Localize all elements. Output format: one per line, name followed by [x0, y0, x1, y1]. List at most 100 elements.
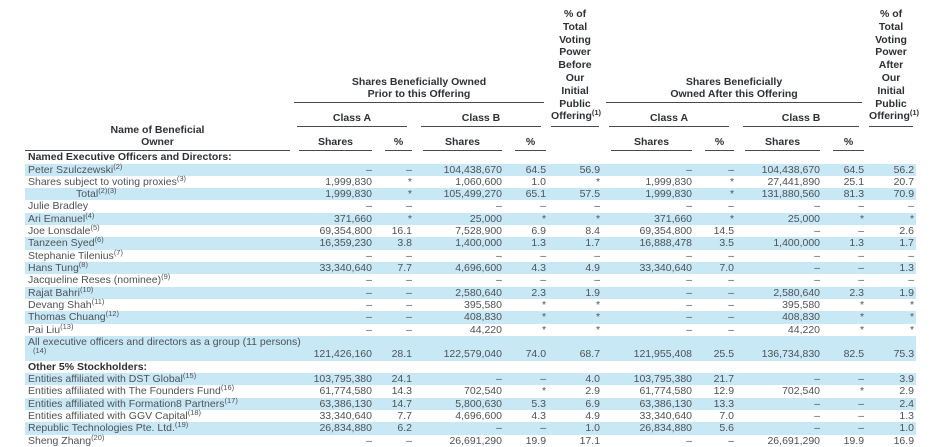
- value-cell: 75.3: [893, 348, 915, 361]
- value-cell: 65.1: [525, 188, 547, 201]
- beneficial-ownership-table: Name of Beneficial Owner Shares Beneficia…: [25, 8, 919, 447]
- value-cell: 21.7: [713, 373, 735, 386]
- value-cell: 69,354,800: [319, 225, 372, 238]
- value-cell: –: [496, 274, 502, 287]
- value-cell: 44,220: [469, 323, 502, 336]
- value-cell: 64.5: [843, 163, 865, 176]
- value-cell: 20.7: [893, 175, 915, 188]
- value-cell: –: [366, 200, 372, 213]
- class-a-label: Class A: [332, 112, 372, 125]
- value-cell: 57.5: [579, 188, 601, 201]
- value-cell: 2.3: [849, 286, 865, 299]
- value-cell: 61,774,580: [639, 385, 693, 398]
- value-cell: 82.5: [843, 348, 865, 361]
- value-cell: –: [366, 311, 372, 324]
- footnote-ref: (3): [176, 173, 187, 183]
- name-of-beneficial-owner-header: Name of Beneficial Owner: [25, 8, 290, 152]
- owner-name: Devang Shah(11): [28, 297, 105, 312]
- footnote-ref: (16): [220, 383, 235, 393]
- footnote-ref: (7): [113, 247, 123, 257]
- value-cell: 16.9: [893, 434, 915, 447]
- header-row-groups: Name of Beneficial Owner Shares Beneficia…: [25, 8, 919, 152]
- shares-label: Shares: [317, 136, 354, 149]
- value-cell: –: [814, 274, 821, 287]
- value-cell: 44,220: [787, 323, 821, 336]
- value-cell: 121,955,408: [633, 348, 693, 361]
- value-cell: 2.9: [899, 385, 915, 398]
- owner-name: Pai Liu(13): [28, 321, 74, 336]
- table-row: Republic Technologies Pte. Ltd.(19) 26,83…: [25, 420, 917, 435]
- value-cell: 7.0: [719, 410, 735, 423]
- voting-after-label: % of Total Voting Power After Our Initial Pub…: [869, 8, 910, 123]
- table-row: Tanzeen Syed(6) 16,359,230 3.8 1,400,000 1.3…: [25, 236, 917, 250]
- owner-name: Shares subject to voting proxies(3): [28, 173, 187, 188]
- value-cell: –: [594, 249, 601, 262]
- value-cell: –: [858, 422, 865, 435]
- value-cell: 121,426,160: [313, 348, 372, 361]
- value-cell: *: [541, 299, 547, 312]
- value-cell: 24.1: [391, 373, 412, 386]
- value-cell: 26,691,290: [449, 434, 502, 447]
- value-cell: –: [858, 249, 865, 262]
- value-cell: 104,438,670: [443, 163, 502, 176]
- value-cell: –: [496, 249, 502, 262]
- value-cell: 1.3: [899, 262, 915, 275]
- value-cell: 25,000: [787, 212, 821, 225]
- value-cell: 6.9: [585, 397, 601, 410]
- value-cell: –: [858, 200, 865, 213]
- value-cell: 4.0: [585, 373, 601, 386]
- header-row-columns: Shares % Shares % Shares % Shares %: [25, 127, 916, 152]
- value-cell: –: [366, 249, 372, 262]
- value-cell: 26,834,880: [319, 422, 372, 435]
- value-cell: 103,795,380: [313, 373, 372, 386]
- value-cell: –: [540, 373, 547, 386]
- owner-name: Republic Technologies Pte. Ltd.(19): [28, 420, 189, 435]
- value-cell: –: [814, 397, 821, 410]
- value-cell: 2.3: [531, 286, 547, 299]
- percent-label: %: [843, 136, 854, 149]
- value-cell: –: [728, 274, 735, 287]
- value-cell: *: [407, 212, 412, 225]
- table-header: Name of Beneficial Owner Shares Beneficia…: [25, 8, 919, 152]
- value-cell: 4.9: [585, 262, 601, 275]
- value-cell: 1,060,600: [455, 175, 502, 188]
- table-row: Entities affiliated with Formation8 Part…: [25, 396, 917, 411]
- value-cell: 1.3: [531, 237, 547, 250]
- footnote-ref: (18): [187, 408, 202, 418]
- value-cell: *: [909, 323, 915, 336]
- value-cell: 103,795,380: [633, 373, 693, 386]
- value-cell: –: [814, 410, 821, 423]
- value-cell: 4.9: [585, 410, 601, 423]
- value-cell: –: [406, 323, 412, 336]
- value-cell: 81.3: [843, 188, 865, 201]
- value-cell: –: [814, 373, 821, 386]
- value-cell: –: [858, 373, 865, 386]
- value-cell: 56.2: [893, 163, 915, 176]
- value-cell: 33,340,640: [319, 410, 372, 423]
- value-cell: 5.6: [719, 422, 735, 435]
- value-cell: –: [406, 163, 412, 176]
- class-b-label: Class B: [781, 112, 821, 125]
- value-cell: 56.9: [579, 163, 601, 176]
- value-cell: –: [686, 311, 693, 324]
- value-cell: 16,359,230: [319, 237, 372, 250]
- value-cell: *: [859, 311, 865, 324]
- owner-name: Julie Bradley: [28, 200, 89, 213]
- class-b-label: Class B: [461, 112, 501, 125]
- value-cell: 25.1: [843, 175, 865, 188]
- value-cell: –: [594, 200, 601, 213]
- voting-power-before-header: % of Total Voting Power Before Our Initial Pu…: [548, 8, 602, 128]
- value-cell: –: [366, 323, 372, 336]
- table-row: Stephanie Tilenius(7) – – – – – – – – – –: [25, 247, 916, 262]
- value-cell: 14.7: [391, 397, 412, 410]
- footnote-ref: (10): [79, 284, 94, 294]
- value-cell: 6.2: [397, 422, 412, 435]
- value-cell: 104,438,670: [761, 163, 821, 176]
- table-row: Thomas Chuang(12) – – 408,830 * * – – 408,830 * *: [25, 310, 917, 324]
- table-row: Joe Lonsdale(5) 69,354,800 16.1 7,528,900 6.…: [25, 224, 916, 238]
- value-cell: 371,660: [334, 212, 372, 225]
- value-cell: –: [686, 299, 693, 312]
- owner-name: All executive officers and directors as …: [28, 336, 301, 356]
- owner-name: Total(2)(3): [76, 186, 117, 201]
- footnote-ref: (9): [161, 272, 171, 282]
